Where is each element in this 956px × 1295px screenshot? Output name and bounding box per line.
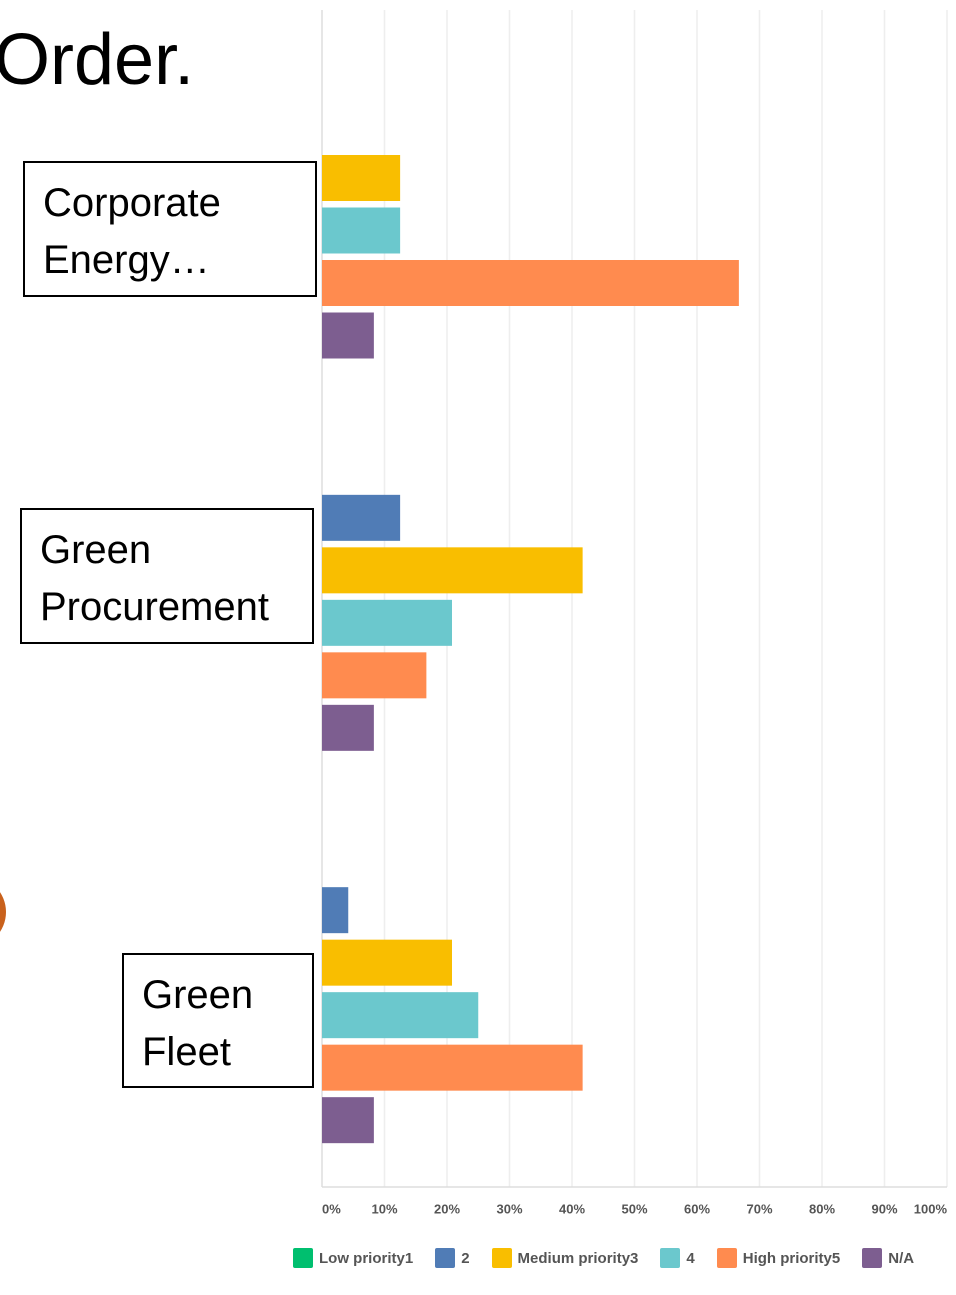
x-tick-label: 30% — [496, 1201, 522, 1216]
legend-item: High priority5 — [716, 1248, 841, 1268]
legend-label: N/A — [888, 1249, 915, 1267]
bar — [322, 1097, 374, 1144]
legend-item: N/A — [862, 1248, 914, 1268]
bar — [322, 652, 427, 699]
legend-item: Medium priority3 — [491, 1248, 639, 1268]
decoration-circle — [0, 892, 6, 932]
legend-swatch — [491, 1248, 512, 1268]
bar — [322, 312, 374, 359]
legend-item: 2 — [435, 1248, 470, 1268]
category-label: Green Fleet — [122, 953, 314, 1088]
legend: Low priority1 2 Medium priority3 4 High prio… — [293, 1248, 933, 1268]
x-tick-label: 90% — [871, 1201, 897, 1216]
title: Order. — [0, 20, 195, 100]
x-tick-label: 70% — [746, 1201, 772, 1216]
legend-item: 4 — [660, 1248, 695, 1268]
legend-swatch — [435, 1248, 456, 1268]
bar — [322, 260, 739, 306]
legend-swatch — [862, 1248, 883, 1268]
bar — [322, 992, 479, 1039]
x-tick-label: 100% — [914, 1201, 948, 1216]
bar — [322, 547, 583, 594]
x-tick-label: 10% — [371, 1201, 397, 1216]
bar — [322, 1044, 583, 1091]
x-tick-label: 0% — [322, 1201, 341, 1216]
bar — [322, 494, 401, 541]
legend-swatch — [293, 1248, 313, 1268]
legend-label: 2 — [461, 1249, 470, 1267]
legend-label: High priority5 — [742, 1249, 841, 1267]
legend-swatch — [660, 1248, 681, 1268]
bar — [322, 155, 401, 201]
x-tick-label: 80% — [809, 1201, 835, 1216]
category-label: Green Procurement — [20, 508, 314, 644]
bar — [322, 599, 452, 646]
bar — [322, 887, 349, 934]
legend-label: Medium priority3 — [517, 1249, 639, 1267]
legend-item: Low priority1 — [293, 1248, 413, 1268]
x-tick-label: 40% — [559, 1201, 585, 1216]
category-label: Corporate Energy… — [23, 161, 317, 297]
x-tick-label: 50% — [621, 1201, 647, 1216]
legend-swatch — [716, 1248, 737, 1268]
x-tick-label: 20% — [434, 1201, 460, 1216]
legend-label: 4 — [686, 1249, 695, 1267]
bar — [322, 704, 374, 751]
bar — [322, 939, 452, 986]
x-tick-label: 60% — [684, 1201, 710, 1216]
legend-label: Low priority1 — [319, 1249, 414, 1267]
bar — [322, 207, 401, 254]
